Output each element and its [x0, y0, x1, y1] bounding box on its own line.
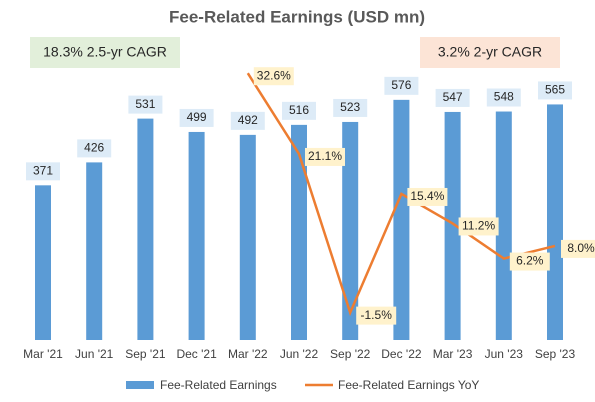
data-label-box: [253, 67, 294, 86]
bar: [239, 134, 256, 340]
bar: [495, 111, 512, 340]
annotation: 18.3% 2.5-yr CAGR: [43, 44, 167, 60]
data-label-box: [538, 81, 572, 100]
data-label-box: [458, 217, 499, 236]
data-label: 516: [289, 103, 309, 117]
data-label: 32.6%: [257, 68, 291, 82]
bar: [342, 121, 359, 340]
x-tick-label: Dec '22: [381, 347, 422, 361]
data-label: 547: [443, 90, 463, 104]
data-label: 499: [187, 110, 207, 124]
data-label: 426: [84, 141, 104, 155]
data-label: 8.0%: [567, 241, 595, 255]
data-label-box: [305, 147, 345, 166]
bar: [35, 185, 51, 340]
data-label: 548: [494, 90, 514, 104]
data-label: 492: [238, 113, 258, 127]
line: [246, 72, 556, 317]
x-tick-label: Mar '22: [228, 347, 268, 361]
x-tick-label: Mar '23: [433, 347, 473, 361]
x-tick-label: Jun '22: [280, 347, 319, 361]
data-label: 523: [340, 100, 360, 114]
bar: [547, 104, 563, 340]
data-label: 576: [391, 78, 411, 92]
x-tick-label: Dec '21: [176, 347, 217, 361]
annotation: 3.2% 2-yr CAGR: [438, 44, 542, 60]
data-label-box: [26, 162, 60, 181]
data-label-box: [509, 252, 550, 271]
x-tick-label: Jun '21: [75, 347, 114, 361]
chart-title: Fee-Related Earnings (USD mn): [169, 7, 425, 26]
data-label-box: [128, 95, 163, 114]
legend-label: Fee-Related Earnings: [160, 378, 277, 392]
data-label: 6.2%: [516, 254, 544, 268]
data-label-box: [486, 88, 521, 107]
annotation-box: [420, 37, 560, 68]
data-label-box: [333, 98, 368, 117]
data-label-box: [282, 101, 316, 120]
x-tick-label: Mar '21: [23, 347, 63, 361]
x-tick-label: Sep '22: [330, 347, 371, 361]
bar: [444, 111, 461, 340]
legend-label: Fee-Related Earnings YoY: [338, 378, 479, 392]
x-tick-label: Sep '23: [535, 347, 576, 361]
data-label: 531: [135, 97, 155, 111]
bar: [86, 162, 103, 340]
data-label-box: [407, 187, 448, 206]
bar: [393, 99, 410, 340]
bar: [291, 124, 307, 340]
data-label-box: [230, 111, 265, 130]
bar: [137, 118, 154, 340]
data-label: -1.5%: [361, 308, 393, 322]
data-label-box: [77, 139, 112, 158]
data-label-box: [561, 239, 595, 258]
data-label: 21.1%: [308, 149, 342, 163]
data-label-box: [179, 108, 214, 127]
data-label: 565: [545, 83, 565, 97]
annotation-box: [30, 37, 180, 68]
data-label: 11.2%: [462, 219, 495, 233]
legend-swatch: [126, 381, 154, 389]
x-tick-label: Jun '23: [485, 347, 524, 361]
bar: [188, 131, 205, 340]
data-label-box: [356, 306, 397, 325]
data-label-box: [384, 76, 419, 95]
data-label-box: [435, 88, 470, 107]
data-label: 371: [33, 163, 53, 177]
data-label: 15.4%: [410, 189, 444, 203]
x-tick-label: Sep '21: [125, 347, 166, 361]
